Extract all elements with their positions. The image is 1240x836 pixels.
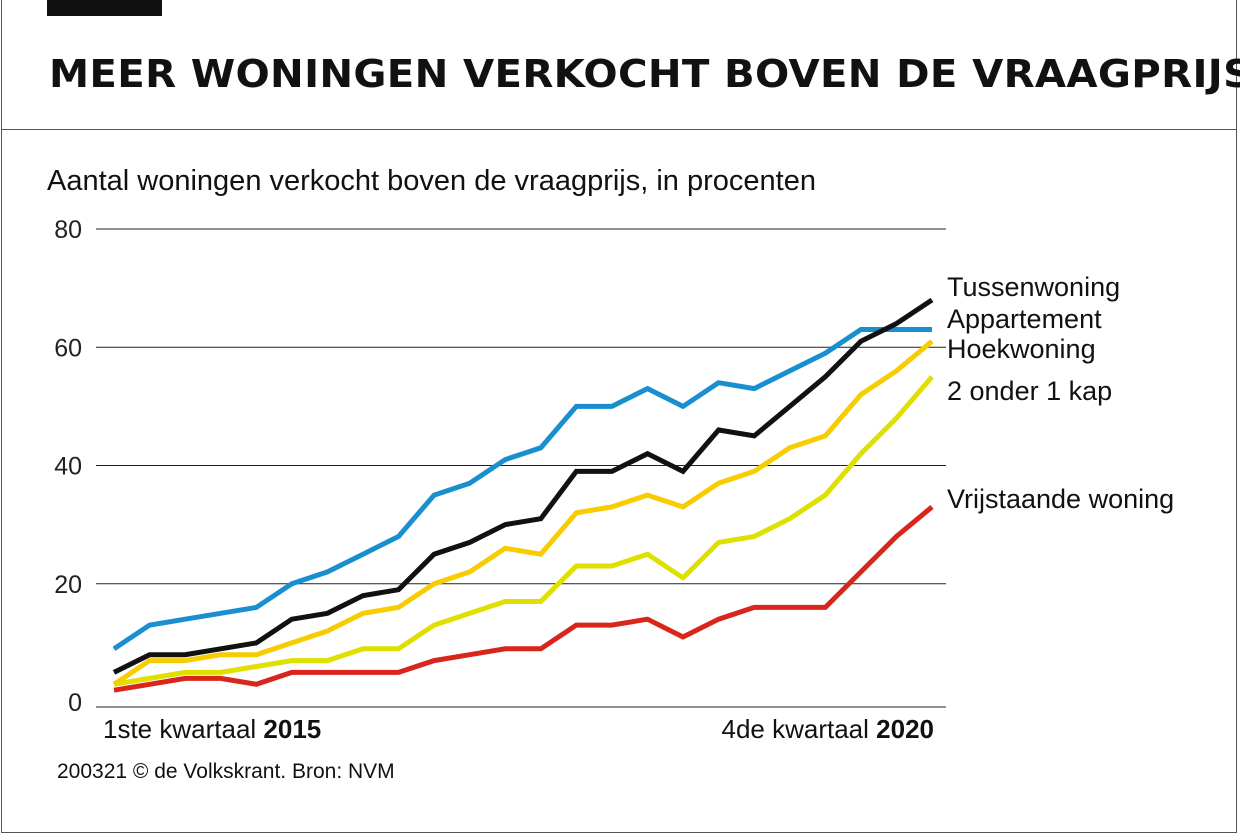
y-tick-label: 20 [54,571,82,599]
chart-subtitle: Aantal woningen verkocht boven de vraagp… [47,165,816,197]
series-label-vrijstaande-woning: Vrijstaande woning [947,484,1174,514]
series-label-appartement: Appartement [947,304,1102,334]
x-axis-labels: 1ste kwartaal 2015 4de kwartaal 2020 [103,714,934,744]
series-line-vrijstaande-woning [113,504,934,693]
series-line-appartement [112,327,932,651]
series-label-hoekwoning: Hoekwoning [947,334,1096,364]
bottom-divider [1,832,1237,833]
y-axis-ticks: 80 60 40 20 0 [54,216,82,717]
y-tick-label: 60 [54,334,82,362]
y-tick-label: 0 [68,689,82,717]
source-credit: 200321 © de Volkskrant. Bron: NVM [57,760,395,783]
series-line-2-onder-1-kap [113,375,934,687]
series-label-tussenwoning: Tussenwoning [947,272,1120,302]
series-line-hoekwoning [112,339,934,687]
grid-lines [96,228,946,708]
x-label-end: 4de kwartaal 2020 [722,714,935,744]
series-lines [112,297,934,693]
brand-bar [47,0,162,16]
series-label-2-onder-1-kap: 2 onder 1 kap [947,376,1112,406]
y-tick-label: 40 [54,453,82,481]
y-tick-label: 80 [54,216,82,244]
chart-title: MEER WONINGEN VERKOCHT BOVEN DE VRAAGPRI… [49,52,1240,96]
x-label-start: 1ste kwartaal 2015 [103,714,321,744]
series-line-tussenwoning [112,297,934,675]
title-divider [1,129,1237,130]
